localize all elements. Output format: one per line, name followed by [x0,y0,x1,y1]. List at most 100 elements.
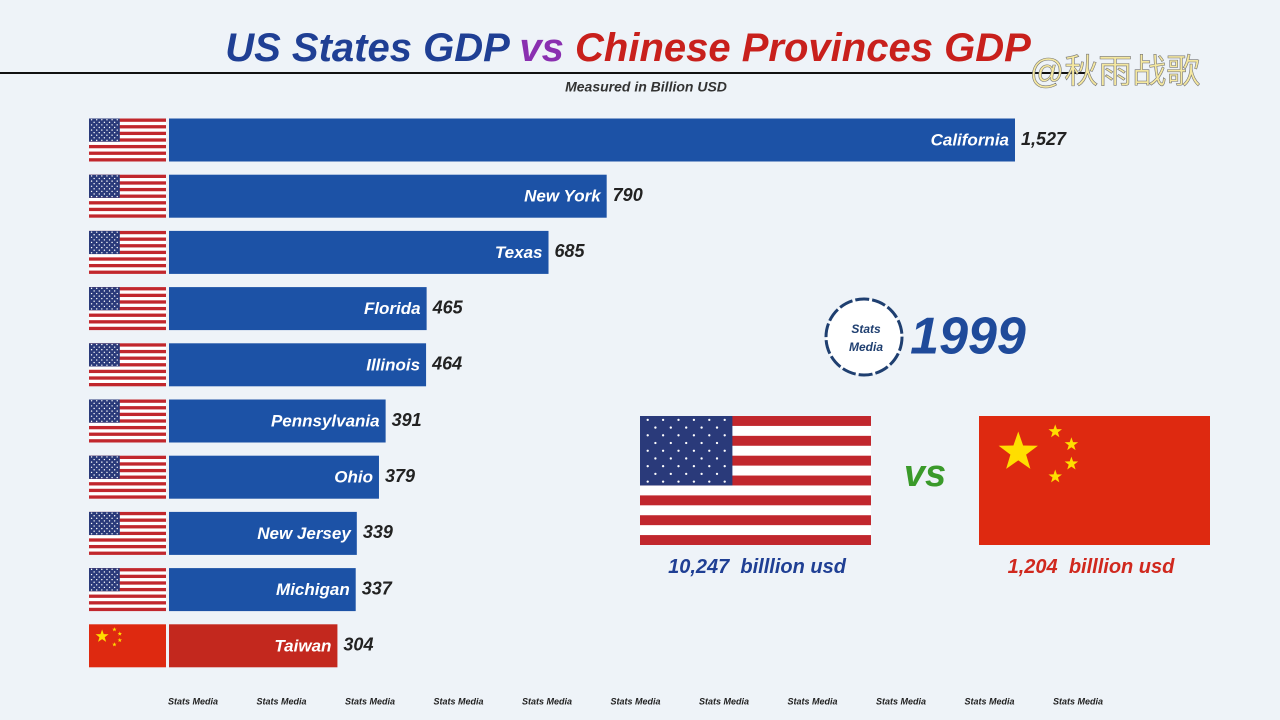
flag-star [677,480,680,483]
flag-star [108,464,111,466]
flag-star [101,461,103,463]
flag-star [116,180,118,182]
flag-star [96,246,98,249]
flag-star [111,568,113,571]
flag-star [98,239,100,241]
flag-star [90,410,93,412]
flag-star [98,346,100,348]
flag-star [116,190,118,193]
flag-stripe [89,343,166,347]
title-part: vs [519,26,564,70]
flag-star [113,361,116,364]
flag-star [106,139,108,142]
total-unit: billlion usd [1069,556,1175,578]
flag-star [111,589,113,591]
flag-stripe [89,356,166,360]
flag-star [111,175,113,177]
flag-star [106,420,108,423]
flag-stripe [89,587,166,592]
flag-star [106,252,108,254]
flag-star [90,589,93,591]
flag-stripe [640,435,871,446]
flag-star [93,469,95,471]
flag-star [90,522,93,525]
flag-star [98,351,100,354]
flag-star [106,185,108,187]
flag-star [90,297,93,300]
bar [169,568,356,612]
flag-star [98,244,100,246]
flag-star [116,420,118,423]
flag-stripe [89,270,166,274]
flag-star [108,137,111,139]
flag-stripe [640,475,871,486]
flag-star [103,346,106,348]
flag-star [93,234,95,236]
flag-star [106,568,108,571]
flag-star [96,190,98,193]
flag-stripe [89,230,166,235]
flag-stripe [89,363,166,367]
flag-star [93,361,95,364]
flag-star [111,185,113,187]
flag-star [113,351,116,354]
flag-star [98,290,100,292]
flag-star [113,418,116,420]
flag-star [90,456,93,458]
flag-star [116,476,118,479]
flag-star [113,305,116,308]
flag-star [108,193,111,195]
flag-star [116,241,118,244]
flag-star [98,131,100,134]
flag-star [90,527,93,530]
flag-star [108,586,111,589]
flag-star [96,415,98,417]
flag-star [93,530,95,532]
flag-star [111,476,113,479]
flag-star [101,246,103,249]
flag-star [106,533,108,535]
flag-stripe [640,455,871,466]
flag-stripe [89,432,166,436]
flag-star [106,471,108,474]
flag-star [106,308,108,310]
flag-bg [979,416,1210,545]
flag-star [113,234,116,236]
flag-star [669,441,672,445]
flag-star [101,139,103,142]
flag-star [93,418,95,420]
flag-star [90,134,93,136]
flag-star [108,290,111,292]
flag-star [93,356,95,359]
flag-star [96,522,98,525]
logo-text: Media [849,340,883,354]
flag-stripe [640,495,871,506]
flag-star [103,300,106,302]
flag-star [116,584,118,586]
flag-star [111,517,113,520]
bar [169,174,607,218]
flag-star [93,300,95,302]
flag-star [723,434,726,437]
flag-star [106,134,108,136]
flag-star [96,568,98,571]
flag-star [103,249,106,251]
flag-star [708,480,711,483]
flag-star [101,134,103,136]
footer-text: Stats Media [168,696,218,706]
flag-star [677,465,680,468]
flag-star [106,236,108,239]
flag-star [93,346,95,348]
flag-stripe [89,293,166,298]
flag-star [90,287,93,290]
flag-star [103,525,106,527]
flag-star [661,480,665,483]
flag-star [106,527,108,530]
value-label: 304 [343,635,373,655]
flag-star [116,573,118,576]
flag-star [103,121,106,124]
flag-star [93,193,95,195]
flag-star [111,134,113,136]
flag-star [113,458,116,461]
